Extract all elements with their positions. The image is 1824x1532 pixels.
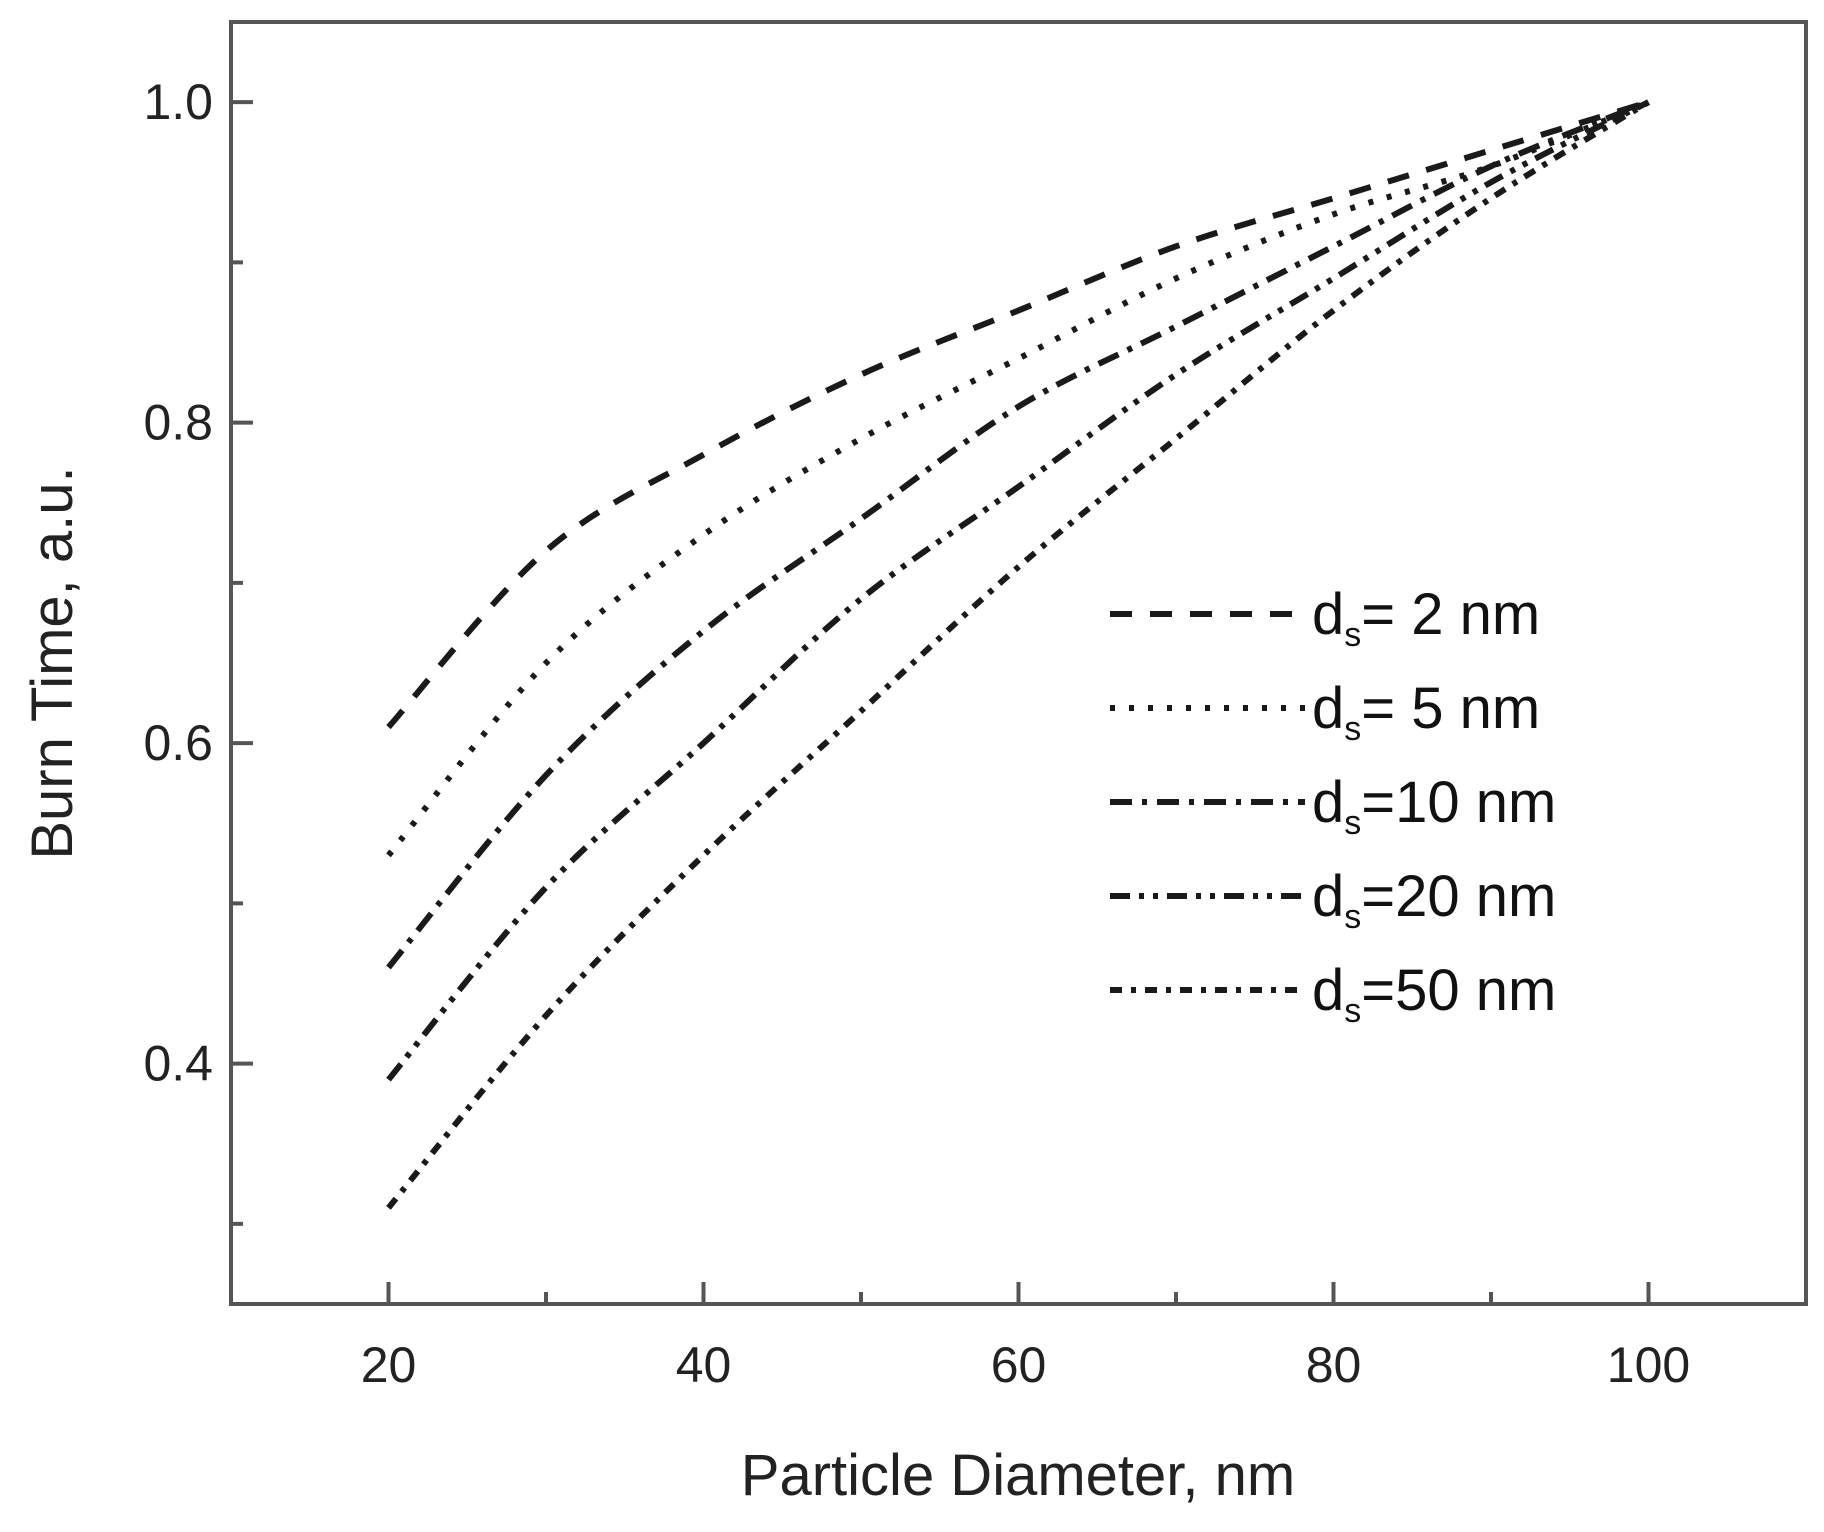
plot-frame [229,20,1808,1306]
axis-ticks: 20 40 60 80 100 0.4 0.6 0.8 1.0 [143,74,1690,1393]
x-tick-label: 40 [676,1337,732,1393]
series-line-2 [386,99,1650,858]
series-line-1 [386,99,1650,730]
x-axis-title: Particle Diameter, nm [741,1443,1295,1508]
y-axis-title: Burn Time, a.u. [20,466,85,859]
y-tick-label: 0.6 [143,715,213,771]
series-line-4 [386,99,1650,1082]
legend-label-1: ds= 2 nm [1312,582,1540,654]
x-tick-label: 100 [1607,1337,1690,1393]
series-lines [386,99,1651,1210]
y-tick-label: 0.4 [143,1036,213,1092]
y-tick-label: 0.8 [143,395,213,451]
legend-label-5: ds=50 nm [1312,958,1556,1030]
legend: ds= 2 nm ds= 5 nm ds=10 nm ds=20 nm ds=50 nm [1110,582,1556,1030]
x-tick-label: 60 [991,1337,1047,1393]
legend-label-4: ds=20 nm [1312,864,1556,936]
y-tick-label: 1.0 [143,74,213,130]
x-tick-label: 80 [1306,1337,1362,1393]
series-line-5 [386,99,1651,1210]
legend-label-3: ds=10 nm [1312,770,1556,842]
series-line-3 [386,99,1650,970]
x-tick-label: 20 [361,1337,417,1393]
legend-label-2: ds= 5 nm [1312,676,1540,748]
